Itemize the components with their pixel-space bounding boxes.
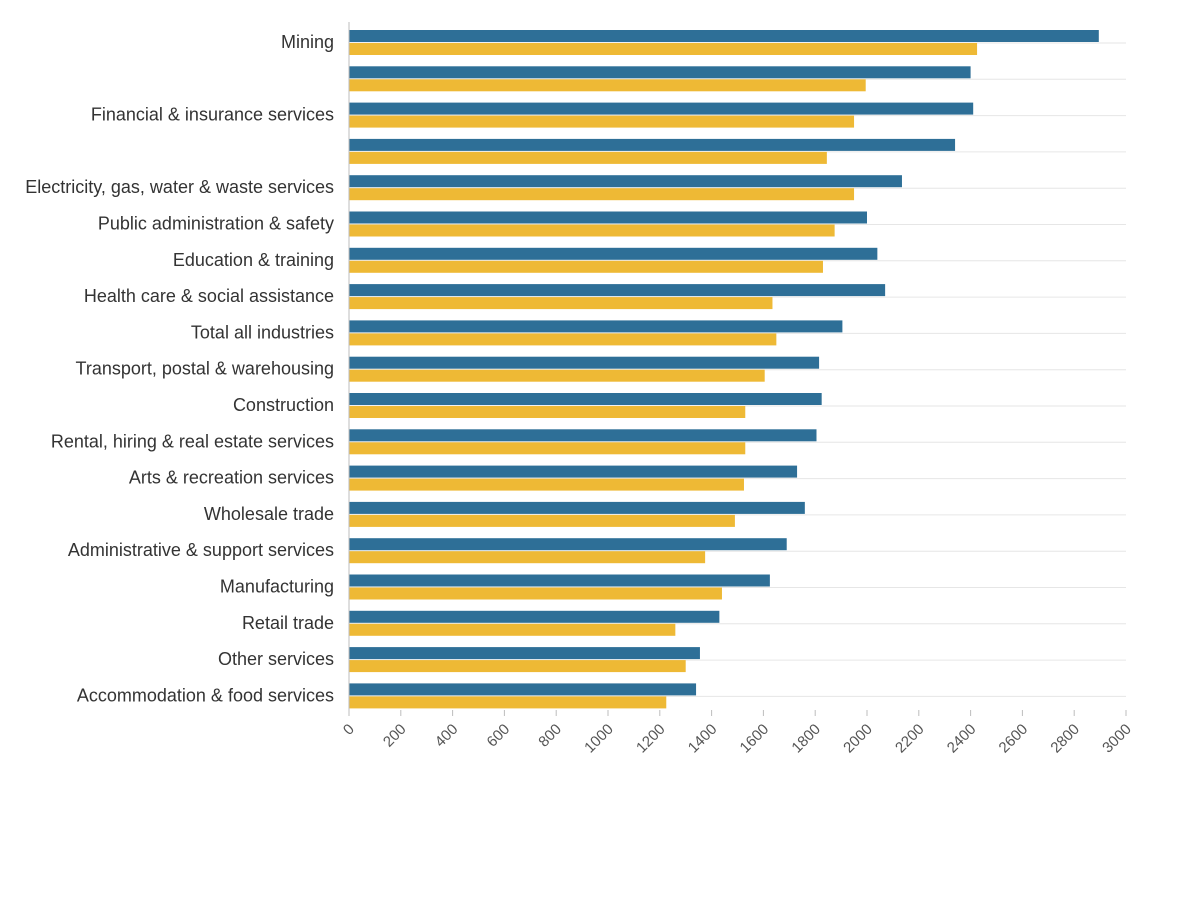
- bar-series-2: [349, 514, 735, 527]
- bar-series-2: [349, 297, 773, 310]
- category-label: Health care & social assistance: [84, 286, 334, 306]
- category-label: Construction: [233, 395, 334, 415]
- bars: [349, 30, 1099, 709]
- bar-series-2: [349, 406, 746, 418]
- x-tick-label: 3000: [1099, 721, 1135, 757]
- bar-series-1: [349, 683, 697, 696]
- bar-series-1: [349, 284, 886, 297]
- x-tick-label: 1400: [685, 721, 721, 757]
- bar-series-1: [349, 647, 700, 660]
- category-label: Other services: [218, 649, 334, 669]
- x-tick-label: 1200: [633, 721, 669, 757]
- bar-series-1: [349, 429, 817, 442]
- bar-series-2: [349, 696, 667, 709]
- category-label: Manufacturing: [220, 577, 334, 597]
- x-tick-label: 2800: [1047, 721, 1083, 757]
- bar-series-1: [349, 465, 798, 478]
- bar-series-1: [349, 320, 843, 333]
- bar-series-2: [349, 224, 835, 237]
- category-labels: Mining Financial & insurance services Elec…: [25, 32, 334, 705]
- bar-series-1: [349, 66, 971, 79]
- x-tick-label: 2400: [944, 721, 980, 757]
- x-tick-label: 1800: [788, 721, 824, 757]
- bar-series-1: [349, 538, 787, 551]
- x-tick-label: 800: [535, 721, 565, 751]
- bar-series-2: [349, 260, 823, 273]
- x-axis: 0 200 400 600 800 1000 1200 1400 1600 1800 2000 220…: [340, 22, 1135, 756]
- x-tick-label: 2600: [996, 721, 1032, 757]
- category-label: Arts & recreation services: [129, 468, 334, 488]
- bar-series-1: [349, 138, 956, 151]
- x-tick-label: 600: [484, 721, 514, 751]
- category-label: Transport, postal & warehousing: [76, 359, 334, 379]
- bar-series-2: [349, 551, 706, 564]
- bar-series-1: [349, 393, 822, 405]
- x-tick-label: 400: [432, 721, 462, 751]
- category-label: Retail trade: [242, 613, 334, 633]
- category-label: Rental, hiring & real estate services: [51, 431, 334, 451]
- bar-series-2: [349, 623, 676, 636]
- category-label: Accommodation & food services: [77, 685, 334, 705]
- bar-series-2: [349, 442, 746, 455]
- x-tick-label: 1600: [737, 721, 773, 757]
- x-tick-label: 200: [380, 721, 410, 751]
- bar-series-2: [349, 115, 855, 128]
- bar-series-2: [349, 43, 978, 55]
- category-label: Financial & insurance services: [91, 105, 334, 125]
- bar-series-1: [349, 247, 878, 260]
- bar-series-2: [349, 188, 855, 201]
- category-label: Education & training: [173, 250, 334, 270]
- bar-series-1: [349, 356, 820, 369]
- category-label: Electricity, gas, water & waste services: [25, 177, 334, 197]
- category-label: Wholesale trade: [204, 504, 334, 524]
- bar-series-1: [349, 574, 770, 587]
- category-label: Mining: [281, 32, 334, 52]
- x-tick-label: 1000: [581, 721, 617, 757]
- x-tick-label: 0: [340, 721, 358, 739]
- bar-series-2: [349, 660, 686, 673]
- bar-series-2: [349, 478, 744, 491]
- bar-series-2: [349, 79, 866, 92]
- bar-series-2: [349, 333, 777, 346]
- bar-series-1: [349, 175, 902, 188]
- bar-series-1: [349, 30, 1099, 42]
- category-label: Administrative & support services: [68, 540, 334, 560]
- x-tick-label: 2000: [840, 721, 876, 757]
- bar-series-1: [349, 501, 805, 514]
- bar-series-1: [349, 102, 974, 115]
- bar-series-2: [349, 151, 827, 164]
- bar-series-1: [349, 211, 867, 224]
- bar-series-1: [349, 610, 720, 623]
- category-label: Total all industries: [191, 322, 334, 342]
- category-label: Public administration & safety: [98, 214, 334, 234]
- bar-series-2: [349, 369, 765, 382]
- bar-series-2: [349, 587, 722, 600]
- x-tick-label: 2200: [892, 721, 928, 757]
